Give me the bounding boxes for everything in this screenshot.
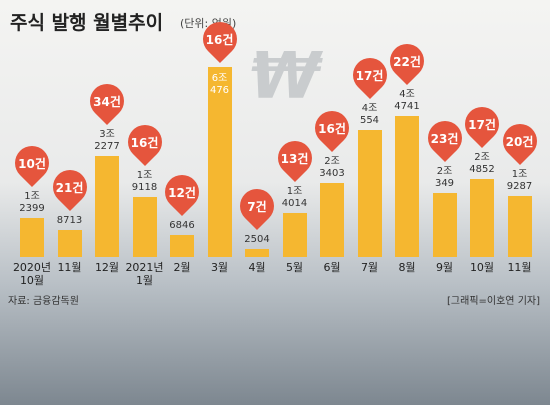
count-label: 34건 — [93, 94, 121, 109]
value-label: 4조 554 — [359, 102, 380, 126]
count-label: 23건 — [430, 132, 459, 147]
count-label: 16건 — [205, 33, 234, 47]
value-label: 2조 349 — [434, 166, 455, 190]
bar — [282, 212, 307, 257]
value-label: 2조 3403 — [319, 156, 345, 180]
x-tick-label: 12월 — [94, 261, 120, 274]
bar — [507, 196, 532, 257]
value-label: 2조 4852 — [469, 151, 495, 175]
value-label: 1조 9287 — [506, 169, 533, 193]
x-tick-label: 6월 — [323, 261, 341, 274]
value-label: 2504 — [244, 234, 270, 246]
value-label: 1조 4014 — [281, 185, 308, 209]
count-label: 16건 — [130, 135, 159, 150]
x-tick-label: 4월 — [248, 261, 266, 274]
x-tick-label: 7월 — [360, 261, 379, 274]
x-tick-label: 10월 — [469, 261, 495, 274]
x-tick-label: 9월 — [435, 261, 454, 274]
count-label: 16건 — [318, 122, 346, 137]
count-label: 7건 — [247, 200, 267, 215]
bar — [132, 196, 157, 257]
x-tick-label: 11월 — [57, 261, 82, 274]
value-label: 6조 476 — [209, 73, 230, 96]
value-label: 1조 2399 — [19, 191, 45, 215]
value-label: 3조 2277 — [94, 128, 120, 152]
bar — [245, 249, 269, 257]
x-tick-label: 8월 — [398, 261, 416, 274]
won-symbol: ₩ — [250, 40, 321, 114]
bar — [320, 183, 344, 257]
count-label: 22건 — [393, 55, 421, 70]
bar — [207, 67, 232, 257]
x-tick-label: 5월 — [285, 261, 304, 274]
value-label: 8713 — [56, 214, 83, 226]
title: 주식 발행 월별추이 — [10, 12, 164, 34]
x-tick-label: 2021년 1월 — [125, 261, 164, 287]
source: 자료: 금융감독원 — [8, 296, 79, 307]
x-tick-label: 2020년 10월 — [12, 261, 52, 287]
bar — [20, 218, 44, 257]
count-label: 10건 — [18, 157, 46, 172]
count-label: 20건 — [505, 135, 534, 150]
bar — [95, 155, 119, 257]
value-label: 4조 4741 — [394, 89, 420, 113]
count-label: 21건 — [55, 180, 84, 195]
bar — [432, 193, 457, 257]
count-label: 12건 — [168, 186, 196, 201]
bar — [57, 229, 82, 257]
credit: [그래픽=이호연 기자] — [447, 296, 540, 307]
bar — [395, 116, 419, 257]
count-label: 17건 — [355, 68, 384, 83]
bar — [470, 178, 494, 257]
count-label: 17건 — [468, 117, 496, 132]
count-label: 13건 — [280, 151, 309, 166]
x-tick-label: 3월 — [210, 261, 229, 274]
bar — [357, 129, 382, 257]
value-label: 1조 9118 — [131, 169, 158, 193]
value-label: 6846 — [169, 220, 195, 232]
x-tick-label: 2월 — [173, 261, 191, 274]
bar — [170, 235, 194, 257]
x-tick-label: 11월 — [507, 261, 532, 274]
